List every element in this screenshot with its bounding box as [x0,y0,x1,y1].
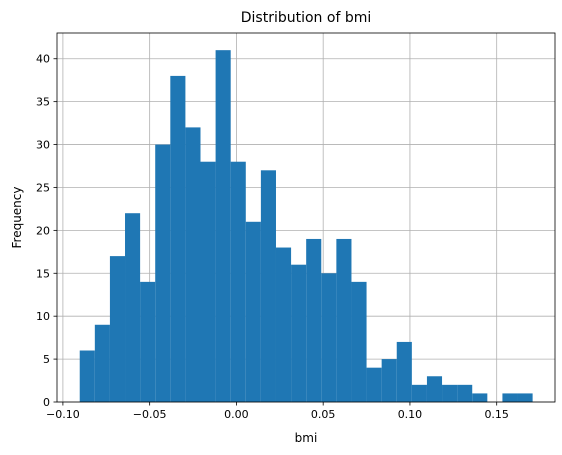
histogram-bar [351,281,367,402]
chart-title: Distribution of bmi [241,10,371,26]
y-tick-label: 20 [36,224,50,237]
histogram-bar [125,213,141,402]
histogram-bar [185,127,201,402]
histogram-bar [366,367,382,402]
x-tick-label: −0.10 [46,408,80,421]
histogram-bar [306,238,322,402]
y-tick-label: 10 [36,310,50,323]
histogram-bar [215,50,231,403]
x-axis-label: bmi [295,431,318,445]
plot-frame [56,32,556,403]
histogram-bar [230,161,246,402]
histogram-bar [517,393,533,402]
histogram-bar [245,221,261,402]
y-tick-label: 25 [36,181,50,194]
x-tick-label: 0.00 [224,408,249,421]
y-tick-label: 40 [36,53,50,66]
histogram-bar [336,238,352,402]
histogram-bar [411,384,427,402]
histogram-bar [155,144,171,402]
histogram-bar [79,350,95,402]
y-axis-label: Frequency [10,187,24,249]
histogram-bar [321,273,337,402]
histogram-bar [396,341,412,402]
histogram-bar [457,384,473,402]
histogram-bar [472,393,488,402]
bars-layer [79,50,533,403]
y-tick-label: 30 [36,139,50,152]
histogram-bar [442,384,458,402]
x-tick-label: −0.05 [133,408,167,421]
histogram-bar [275,247,292,402]
histogram-bar [381,359,397,402]
histogram-bar [109,256,126,402]
ticks-layer: −0.10 −0.05 0.00 0.05 0.10 0.15 0 5 10 15 20 25 30 35… [36,53,509,421]
y-tick-label: 0 [43,396,50,409]
histogram-bar [260,170,276,402]
y-tick-label: 35 [36,96,50,109]
histogram-bar [170,75,186,402]
axes-layer [56,32,556,403]
histogram-bar [426,376,443,402]
histogram-bar [200,161,216,402]
histogram-bar [140,281,156,402]
y-tick-label: 15 [36,267,50,280]
x-tick-label: 0.05 [311,408,336,421]
y-tick-label: 5 [43,353,50,366]
x-tick-label: 0.15 [484,408,509,421]
x-tick-label: 0.10 [398,408,423,421]
histogram-bar [94,324,110,402]
histogram-bar [291,264,307,402]
histogram-bar [502,393,518,402]
